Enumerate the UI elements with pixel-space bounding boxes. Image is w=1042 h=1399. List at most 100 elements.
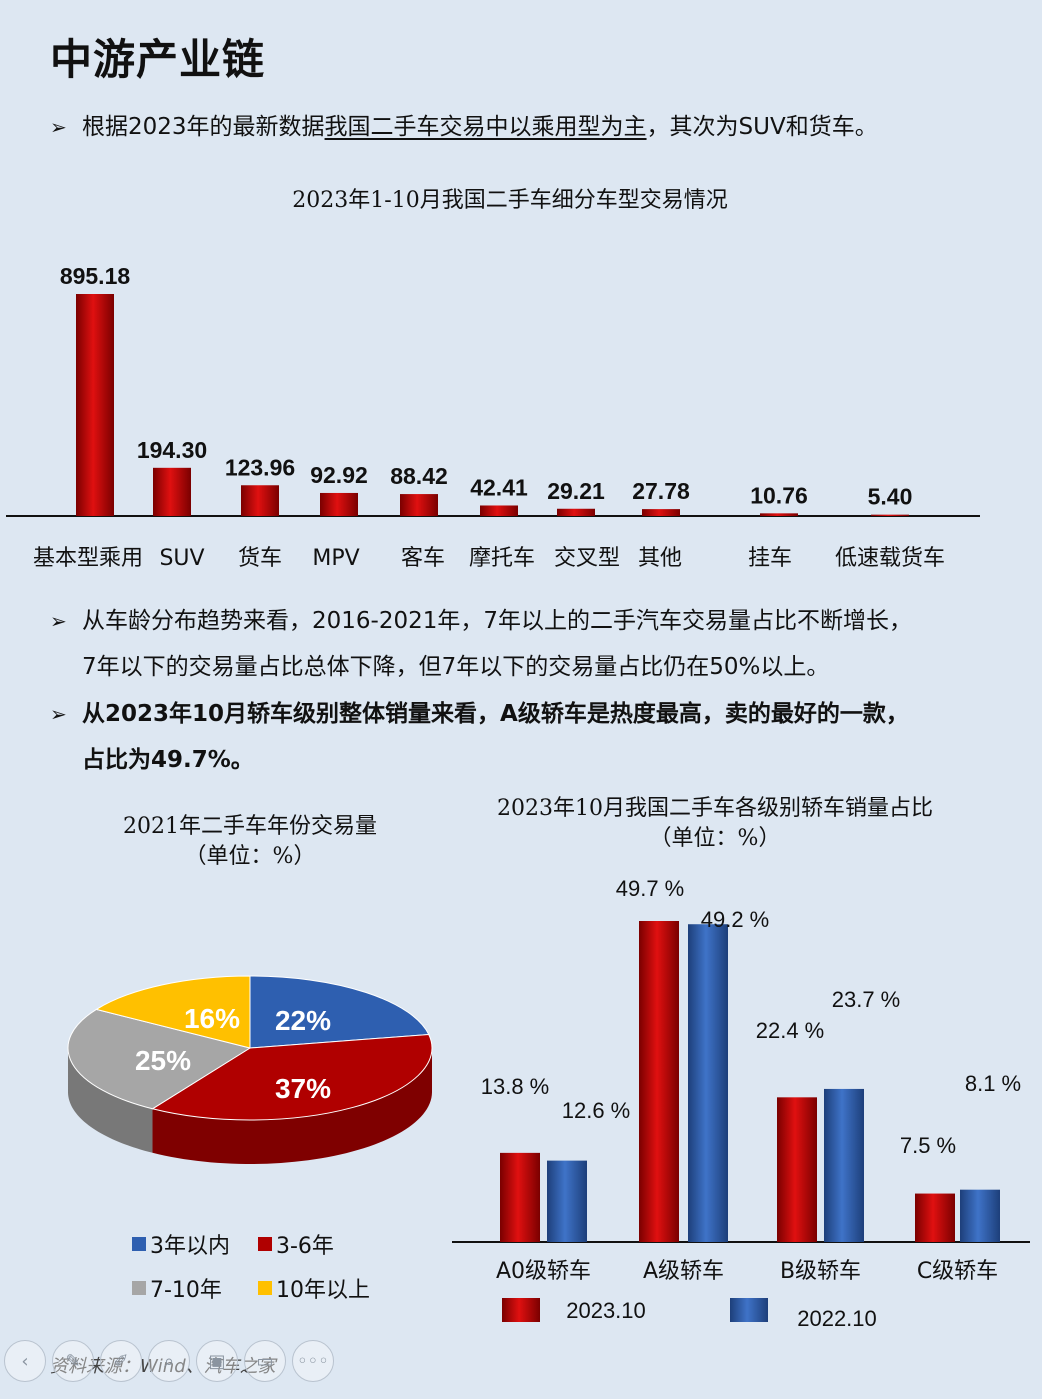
bullet-3-line2: 占比为49.7%。: [82, 747, 254, 773]
grouped-bar-value-label: 22.4 %: [756, 1018, 825, 1043]
group-legend-label: 2023.10: [566, 1298, 646, 1323]
pie-slice-label: 25%: [135, 1045, 191, 1076]
pie-slice: [249, 975, 430, 1049]
grouped-bar: [500, 1152, 540, 1242]
slide-nav-bar: ‹ ✎ ✐ ⌕ ▣ ▭ ◦◦◦: [4, 1340, 334, 1390]
slides-grid-icon[interactable]: ▣: [196, 1340, 238, 1382]
grouped-bar-value-label: 7.5 %: [900, 1133, 956, 1158]
grouped-bar: [639, 921, 679, 1242]
bar: [760, 513, 798, 516]
bar-value-label: 88.42: [390, 463, 448, 489]
pie-slice-label: 37%: [275, 1073, 331, 1104]
bar: [76, 294, 114, 516]
bar-category-label: 交叉型: [554, 546, 620, 571]
bar-category-label: 基本型乘用: [33, 546, 143, 571]
grouped-bar: [915, 1193, 955, 1242]
bar: [153, 467, 191, 516]
legend-swatch-gray: [132, 1281, 146, 1295]
bar-category-label: 摩托车: [469, 546, 535, 571]
bullet-3-line1: 从2023年10月轿车级别整体销量来看，A级轿车是热度最高，卖的最好的一款，: [82, 701, 909, 727]
bar-category-label: SUV: [159, 546, 204, 571]
grouped-bar-category-label: A0级轿车: [496, 1259, 591, 1284]
grouped-bar-value-label: 12.6 %: [562, 1098, 631, 1123]
pie-slice: [67, 1008, 252, 1110]
bar-value-label: 27.78: [632, 478, 690, 504]
group-chart-subtitle: （单位：%）: [649, 826, 781, 851]
bar-category-label: 货车: [238, 546, 282, 571]
bar-value-label: 194.30: [137, 437, 207, 463]
pie-slice-label: 16%: [184, 1003, 240, 1034]
grouped-bar-value-label: 49.2 %: [701, 907, 770, 932]
bullet-2-line1: 从车龄分布趋势来看，2016-2021年，7年以上的二手汽车交易量占比不断增长，: [82, 608, 912, 634]
pointer-tool-icon[interactable]: ✐: [100, 1340, 142, 1382]
pie-chart-title: 2021年二手车年份交易量: [123, 814, 377, 839]
bar: [400, 494, 438, 516]
pie-legend-item: 7-10年: [132, 1272, 222, 1304]
bar-value-label: 5.40: [868, 484, 913, 510]
pie-slice-label: 22%: [275, 1005, 331, 1036]
bullet-2-line2: 7年以下的交易量占比总体下降，但7年以下的交易量占比仍在50%以上。: [82, 654, 830, 680]
bullet-3: ➢ 从2023年10月轿车级别整体销量来看，A级轿车是热度最高，卖的最好的一款，…: [50, 691, 909, 783]
grouped-bar-value-label: 13.8 %: [481, 1074, 550, 1099]
arrow-bullet-icon: ➢: [50, 609, 67, 633]
pie-chart-subtitle: （单位：%）: [184, 844, 316, 869]
pie-legend-item: 3年以内: [132, 1228, 230, 1260]
bar-value-label: 10.76: [750, 482, 808, 508]
bar-category-label: MPV: [312, 546, 359, 571]
grouped-bar-value-label: 8.1 %: [965, 1071, 1021, 1096]
arrow-bullet-icon: ➢: [50, 115, 67, 139]
legend-swatch-yellow: [258, 1281, 272, 1295]
more-options-icon[interactable]: ◦◦◦: [292, 1340, 334, 1382]
group-legend-swatch: [730, 1298, 768, 1322]
group-legend-swatch: [502, 1298, 540, 1322]
prev-slide-icon[interactable]: ‹: [4, 1340, 46, 1382]
bar-value-label: 92.92: [310, 462, 368, 488]
zoom-icon[interactable]: ⌕: [148, 1340, 190, 1382]
grouped-bar-category-label: C级轿车: [917, 1259, 998, 1284]
bullet-1-underlined: 我国二手车交易中以乘用型为主: [324, 114, 647, 140]
bar: [480, 505, 518, 516]
pie-slice-side: [68, 1048, 153, 1153]
bar: [320, 492, 358, 516]
bar: [642, 509, 680, 516]
bar: [871, 514, 909, 516]
group-chart-title: 2023年10月我国二手车各级别轿车销量占比: [497, 796, 933, 821]
grouped-bar: [688, 924, 728, 1242]
grouped-bar: [824, 1088, 864, 1242]
bar-chart-title: 2023年1-10月我国二手车细分车型交易情况: [292, 188, 728, 213]
pie-slice: [151, 1033, 433, 1121]
bar-category-label: 低速载货车: [835, 546, 945, 571]
legend-swatch-blue: [132, 1237, 146, 1251]
grouped-bar: [547, 1160, 587, 1242]
bullet-1: ➢ 根据2023年的最新数据我国二手车交易中以乘用型为主，其次为SUV和货车。: [50, 104, 878, 150]
grouped-bar-value-label: 23.7 %: [832, 987, 901, 1012]
bar: [241, 485, 279, 516]
pen-tool-icon[interactable]: ✎: [52, 1340, 94, 1382]
pie-legend-item: 10年以上: [258, 1272, 370, 1304]
grouped-bar-category-label: A级轿车: [643, 1259, 724, 1284]
grouped-bar-category-label: B级轿车: [780, 1259, 861, 1284]
bar-value-label: 123.96: [225, 454, 295, 480]
subtitle-icon[interactable]: ▭: [244, 1340, 286, 1382]
grouped-bar-value-label: 49.7 %: [616, 876, 685, 901]
bar-category-label: 其他: [638, 546, 682, 571]
bar: [557, 508, 595, 516]
bar-value-label: 895.18: [60, 263, 131, 289]
legend-swatch-red: [258, 1237, 272, 1251]
pie-slice-side: [152, 1048, 432, 1164]
bar-category-label: 挂车: [748, 546, 792, 571]
grouped-bar: [960, 1189, 1000, 1242]
arrow-bullet-icon: ➢: [50, 702, 67, 726]
pie-legend-item: 3-6年: [258, 1228, 334, 1260]
page-title: 中游产业链: [50, 35, 266, 84]
bullet-1-text: 根据2023年的最新数据我国二手车交易中以乘用型为主，其次为SUV和货车。: [82, 114, 878, 140]
pie-slice: [95, 975, 251, 1049]
bar-value-label: 42.41: [470, 474, 528, 500]
bar-category-label: 客车: [401, 546, 445, 571]
group-legend-label: 2022.10: [797, 1306, 877, 1331]
vehicle-type-bar-chart: 895.18 基本型乘用 194.30 SUV 123.96 货车 92.92 MPV 88.4…: [6, 263, 980, 571]
bar-value-label: 29.21: [547, 478, 605, 504]
grouped-bar: [777, 1097, 817, 1242]
